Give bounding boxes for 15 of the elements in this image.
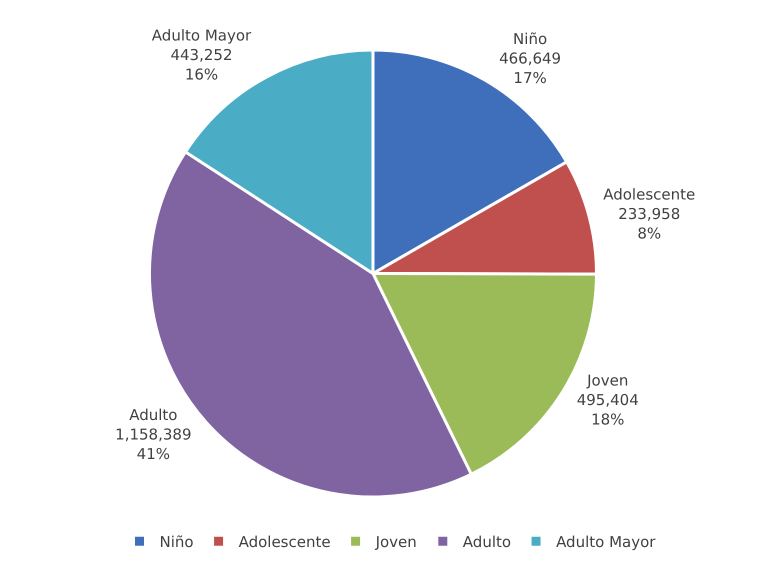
data-label: 233,958 8% <box>618 205 680 243</box>
data-label: 495,404 18% <box>576 391 639 429</box>
slice-label: Niño <box>513 30 548 48</box>
slice-label: Adulto <box>129 406 178 424</box>
data-label: 466,649 17% <box>499 50 562 88</box>
legend-label: Niño <box>160 533 194 552</box>
slice-label: Joven <box>586 372 628 390</box>
slice-label: Adolescente <box>603 186 696 204</box>
slice-label: Adulto Mayor <box>152 26 252 45</box>
legend-label: Adulto Mayor <box>556 533 656 552</box>
legend-label: Adulto <box>462 533 512 552</box>
legend-label: Adolescente <box>238 533 331 552</box>
data-label: 443,252 16% <box>170 46 232 84</box>
legend-label: Joven <box>374 533 417 552</box>
data-label: 1,158,389 41% <box>115 425 192 463</box>
